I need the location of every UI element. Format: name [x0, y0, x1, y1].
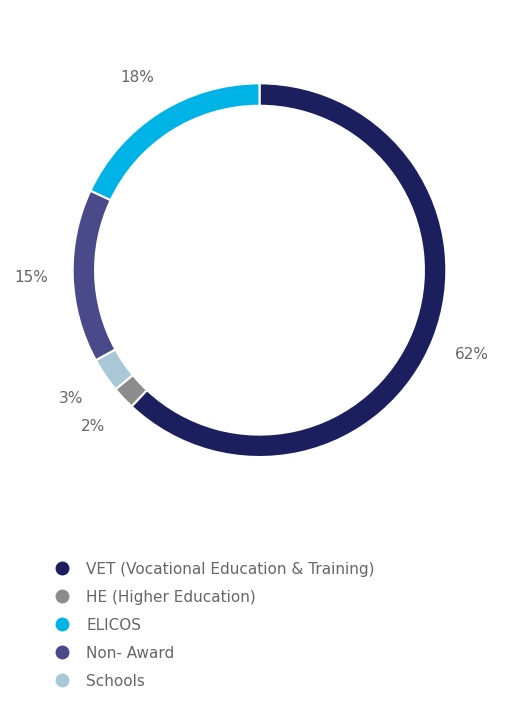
- Text: 15%: 15%: [15, 270, 49, 285]
- Text: 3%: 3%: [59, 391, 83, 406]
- Text: 62%: 62%: [455, 346, 488, 362]
- Wedge shape: [73, 191, 115, 360]
- Text: 18%: 18%: [120, 70, 154, 85]
- Text: 2%: 2%: [81, 419, 105, 434]
- Wedge shape: [96, 349, 133, 390]
- Wedge shape: [132, 83, 446, 457]
- Wedge shape: [116, 375, 147, 407]
- Wedge shape: [90, 83, 260, 201]
- Legend: VET (Vocational Education & Training), HE (Higher Education), ELICOS, Non- Award: VET (Vocational Education & Training), H…: [39, 554, 383, 696]
